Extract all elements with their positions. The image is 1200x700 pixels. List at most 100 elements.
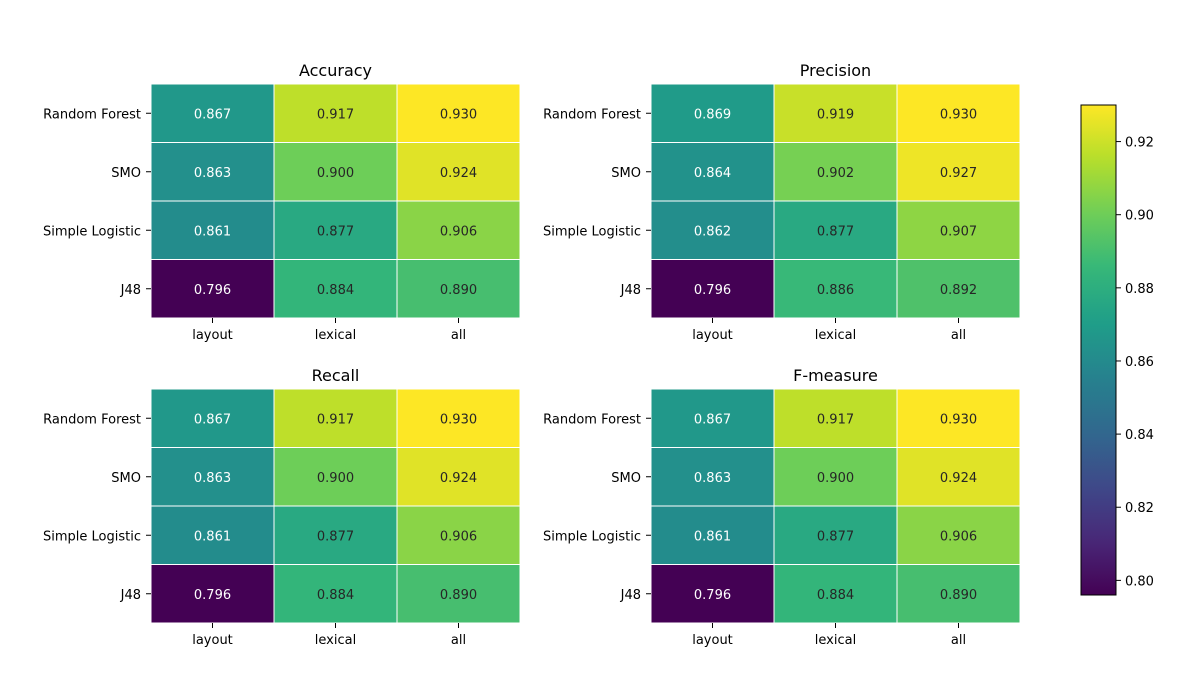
heatmap-panel-3: Recall 0.867 0.917 0.930 0.863 0.900 0.924 0.86… xyxy=(43,366,521,648)
colorbar-tick-label: 0.92 xyxy=(1125,136,1154,151)
panel-title: Precision xyxy=(800,61,871,80)
cell-value-label: 0.924 xyxy=(440,166,477,181)
column-tick-label: lexical xyxy=(815,328,856,343)
row-tick-label: Simple Logistic xyxy=(543,224,641,239)
row-tick-label: Simple Logistic xyxy=(543,529,641,544)
heatmap-cell xyxy=(273,447,398,507)
heatmap-cell xyxy=(273,564,398,624)
cell-value-label: 0.877 xyxy=(317,529,354,544)
column-tick-label: layout xyxy=(692,328,733,343)
heatmap-cell xyxy=(650,564,775,624)
cell-value-label: 0.796 xyxy=(194,588,231,603)
cell-value-label: 0.892 xyxy=(940,283,977,298)
row-tick-label: Simple Logistic xyxy=(43,224,141,239)
colorbar-tick-label: 0.86 xyxy=(1125,355,1154,370)
row-tick-label: Random Forest xyxy=(43,107,141,122)
heatmap-cell xyxy=(896,142,1021,202)
cell-value-label: 0.907 xyxy=(940,224,977,239)
row-tick-label: Random Forest xyxy=(43,412,141,427)
cell-value-label: 0.917 xyxy=(317,412,354,427)
heatmap-cell xyxy=(396,505,521,565)
cell-value-label: 0.902 xyxy=(817,166,854,181)
row-tick-label: SMO xyxy=(111,166,141,181)
heatmap-cell xyxy=(150,564,275,624)
cell-value-label: 0.867 xyxy=(694,412,731,427)
cell-value-label: 0.861 xyxy=(694,529,731,544)
cell-value-label: 0.867 xyxy=(194,412,231,427)
column-tick-label: layout xyxy=(192,328,233,343)
heatmap-cell xyxy=(650,447,775,507)
panel-title: Accuracy xyxy=(299,61,372,80)
row-tick-label: SMO xyxy=(611,166,641,181)
cell-value-label: 0.890 xyxy=(940,588,977,603)
cell-value-label: 0.861 xyxy=(194,529,231,544)
colorbar-tick-label: 0.88 xyxy=(1125,282,1154,297)
heatmap-cell xyxy=(773,83,898,143)
panel-title: Recall xyxy=(312,366,360,385)
heatmap-cell xyxy=(150,142,275,202)
row-tick-label: SMO xyxy=(111,471,141,486)
column-tick-label: all xyxy=(451,328,466,343)
cell-value-label: 0.796 xyxy=(694,588,731,603)
heatmap-panel-1: Accuracy 0.867 0.917 0.930 0.863 0.900 0.924 0.… xyxy=(43,61,521,343)
cell-value-label: 0.917 xyxy=(817,412,854,427)
cell-value-label: 0.900 xyxy=(317,166,354,181)
cell-value-label: 0.864 xyxy=(694,166,731,181)
heatmap-cell xyxy=(150,83,275,143)
cell-value-label: 0.867 xyxy=(194,107,231,122)
row-tick-label: SMO xyxy=(611,471,641,486)
column-tick-label: layout xyxy=(192,633,233,648)
cell-value-label: 0.924 xyxy=(440,471,477,486)
cell-value-label: 0.877 xyxy=(817,224,854,239)
heatmap-cell xyxy=(650,259,775,319)
cell-value-label: 0.862 xyxy=(694,224,731,239)
cell-value-label: 0.884 xyxy=(317,588,354,603)
heatmap-cell xyxy=(396,564,521,624)
panel-title: F-measure xyxy=(793,366,878,385)
colorbar-tick-label: 0.90 xyxy=(1125,209,1154,224)
cell-value-label: 0.924 xyxy=(940,471,977,486)
heatmap-cell xyxy=(150,388,275,448)
heatmap-cell xyxy=(896,447,1021,507)
heatmap-cell xyxy=(396,447,521,507)
cell-value-label: 0.900 xyxy=(317,471,354,486)
cell-value-label: 0.906 xyxy=(440,529,477,544)
cell-value-label: 0.930 xyxy=(440,412,477,427)
cell-value-label: 0.917 xyxy=(317,107,354,122)
cell-value-label: 0.884 xyxy=(817,588,854,603)
heatmap-cell xyxy=(650,200,775,260)
cell-value-label: 0.796 xyxy=(194,283,231,298)
heatmap-cell xyxy=(773,505,898,565)
cell-value-label: 0.863 xyxy=(194,166,231,181)
heatmap-cell xyxy=(273,388,398,448)
heatmap-cell xyxy=(650,505,775,565)
cell-value-label: 0.906 xyxy=(940,529,977,544)
heatmap-cell xyxy=(396,259,521,319)
colorbar-tick-label: 0.84 xyxy=(1125,428,1154,443)
colorbar-gradient xyxy=(1080,104,1117,596)
heatmap-cell xyxy=(896,505,1021,565)
row-tick-label: Simple Logistic xyxy=(43,529,141,544)
cell-value-label: 0.869 xyxy=(694,107,731,122)
row-tick-label: Random Forest xyxy=(543,107,641,122)
heatmap-cell xyxy=(273,505,398,565)
heatmap-cell xyxy=(650,142,775,202)
heatmap-cell xyxy=(650,388,775,448)
heatmap-cell xyxy=(396,142,521,202)
heatmap-cell xyxy=(273,142,398,202)
cell-value-label: 0.863 xyxy=(194,471,231,486)
heatmap-cell xyxy=(773,142,898,202)
cell-value-label: 0.863 xyxy=(694,471,731,486)
column-tick-label: all xyxy=(951,328,966,343)
colorbar-tick-label: 0.82 xyxy=(1125,501,1154,516)
column-tick-label: lexical xyxy=(315,633,356,648)
heatmap-cell xyxy=(396,83,521,143)
heatmap-cell xyxy=(773,447,898,507)
heatmap-cell xyxy=(896,83,1021,143)
heatmap-cell xyxy=(150,447,275,507)
heatmap-cell xyxy=(896,259,1021,319)
cell-value-label: 0.796 xyxy=(694,283,731,298)
column-tick-label: all xyxy=(951,633,966,648)
column-tick-label: layout xyxy=(692,633,733,648)
